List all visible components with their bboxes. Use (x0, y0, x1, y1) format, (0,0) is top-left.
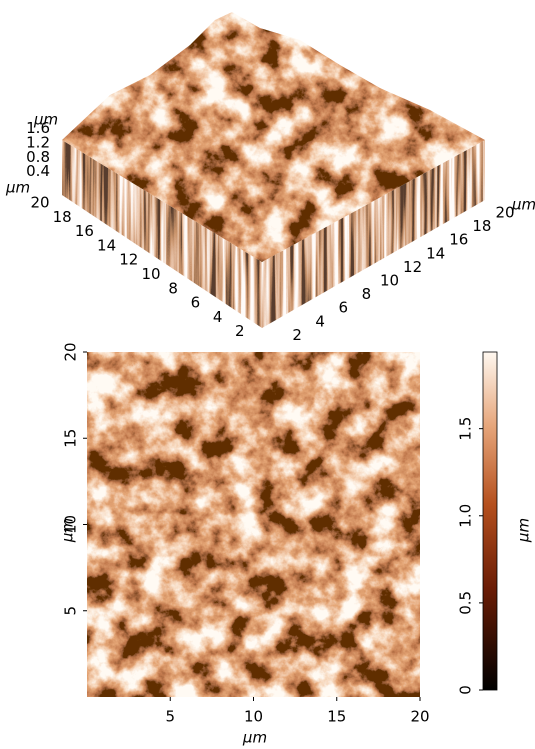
y-tick-label: 2 (235, 322, 245, 340)
y-tick-label: 12 (119, 251, 138, 269)
x-tick-label: 2 (292, 326, 302, 344)
surface-3d (62, 10, 486, 330)
x-tick-label: 15 (327, 708, 346, 726)
y-tick-label: 18 (53, 208, 72, 226)
y-tick-label: 15 (62, 429, 80, 448)
y-tick-label: 16 (75, 222, 94, 240)
y-tick-label: 6 (191, 294, 201, 312)
x-tick-label: 18 (472, 217, 491, 235)
x-axis-label: µm (242, 729, 267, 747)
x-tick-label: 14 (426, 244, 445, 262)
x-tick-label: 6 (339, 299, 349, 317)
x-tick-label: 16 (449, 231, 468, 249)
height-map (87, 352, 420, 697)
z-tick-label: 1.6 (26, 119, 50, 137)
y-tick-label: 5 (62, 606, 80, 616)
y-tick-label: 8 (168, 279, 178, 297)
x-tick-label: 20 (495, 204, 514, 222)
x-tick-label: 20 (410, 708, 429, 726)
y-tick-label: 10 (62, 515, 80, 534)
x-tick-label: 10 (244, 708, 263, 726)
x-tick-label: 4 (315, 312, 325, 330)
y-tick-label: 20 (62, 342, 80, 361)
figure: µm µm µm µm µm µm 2468101214161820246810… (0, 0, 535, 749)
colorbar (483, 352, 497, 690)
colorbar-tick-label: 0 (457, 685, 475, 695)
colorbar-tick-label: 1.5 (457, 417, 475, 441)
y-tick-label: 20 (30, 194, 49, 212)
x-tick-label: 10 (380, 272, 399, 290)
y-tick-label: 14 (97, 236, 116, 254)
heatmap (87, 352, 420, 697)
x-axis-label-3d: µm (511, 196, 535, 214)
colorbar-tick-label: 0.5 (457, 591, 475, 615)
x-tick-label: 5 (165, 708, 175, 726)
y-axis-label-3d: µm (5, 179, 30, 197)
colorbar-label: µm (515, 518, 533, 543)
y-tick-label: 4 (213, 308, 223, 326)
x-tick-label: 8 (362, 285, 372, 303)
y-tick-label: 10 (141, 265, 160, 283)
colorbar-tick-label: 1.0 (457, 504, 475, 528)
x-tick-label: 12 (403, 258, 422, 276)
